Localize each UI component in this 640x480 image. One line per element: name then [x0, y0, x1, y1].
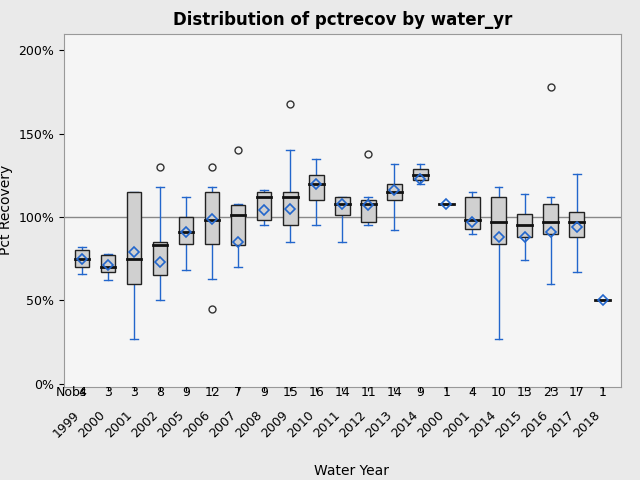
Text: 1999: 1999	[51, 408, 82, 440]
Bar	[231, 205, 246, 245]
Text: 2005: 2005	[154, 408, 186, 440]
Bar	[153, 242, 168, 276]
Text: 17: 17	[568, 386, 584, 399]
Bar	[309, 175, 324, 200]
Text: 4: 4	[78, 386, 86, 399]
Text: 4: 4	[468, 386, 476, 399]
Bar	[127, 192, 141, 284]
Text: 9: 9	[417, 386, 424, 399]
Text: 2008: 2008	[232, 408, 264, 440]
Text: 2015: 2015	[493, 408, 525, 440]
Text: 2000: 2000	[415, 408, 447, 440]
Text: 14: 14	[387, 386, 403, 399]
Text: 2009: 2009	[259, 408, 291, 440]
Bar	[335, 197, 349, 216]
Text: 2001: 2001	[441, 408, 472, 440]
Text: 2014: 2014	[467, 408, 499, 440]
Bar	[492, 197, 506, 244]
Text: 12: 12	[204, 386, 220, 399]
Text: 2017: 2017	[545, 408, 577, 440]
Text: 2010: 2010	[285, 408, 316, 440]
Text: 2018: 2018	[571, 408, 603, 440]
Bar	[361, 200, 376, 222]
Text: 2006: 2006	[180, 408, 212, 440]
Bar	[205, 192, 220, 244]
Title: Distribution of pctrecov by water_yr: Distribution of pctrecov by water_yr	[173, 11, 512, 29]
Bar	[179, 217, 193, 244]
Text: 13: 13	[516, 386, 532, 399]
Text: 23: 23	[543, 386, 559, 399]
Text: 10: 10	[491, 386, 506, 399]
Text: 15: 15	[282, 386, 298, 399]
Text: 2001: 2001	[102, 408, 134, 440]
Bar	[284, 192, 298, 225]
Text: Nobs: Nobs	[56, 386, 88, 399]
Text: 1: 1	[442, 386, 451, 399]
Text: 2013: 2013	[363, 408, 394, 440]
Text: 3: 3	[104, 386, 112, 399]
Text: 2012: 2012	[337, 408, 369, 440]
Bar	[570, 212, 584, 237]
Text: 2002: 2002	[129, 408, 160, 440]
Bar	[413, 168, 428, 180]
Bar	[517, 214, 532, 237]
Text: 9: 9	[260, 386, 268, 399]
Text: 2007: 2007	[207, 408, 238, 440]
Text: 16: 16	[308, 386, 324, 399]
Text: 8: 8	[156, 386, 164, 399]
Text: 11: 11	[360, 386, 376, 399]
Text: 2016: 2016	[519, 408, 550, 440]
Text: 1: 1	[598, 386, 607, 399]
Bar	[101, 255, 115, 272]
Bar	[465, 197, 479, 228]
Text: Water Year: Water Year	[314, 464, 390, 478]
Y-axis label: Pct Recovery: Pct Recovery	[0, 165, 13, 255]
Bar	[257, 192, 271, 220]
Text: 7: 7	[234, 386, 243, 399]
Text: 2011: 2011	[311, 408, 342, 440]
Text: 14: 14	[335, 386, 350, 399]
Text: 9: 9	[182, 386, 190, 399]
Bar	[543, 204, 557, 234]
Text: 2014: 2014	[389, 408, 420, 440]
Text: 2000: 2000	[77, 408, 108, 440]
Bar	[75, 251, 90, 267]
Text: 3: 3	[131, 386, 138, 399]
Bar	[387, 184, 401, 200]
